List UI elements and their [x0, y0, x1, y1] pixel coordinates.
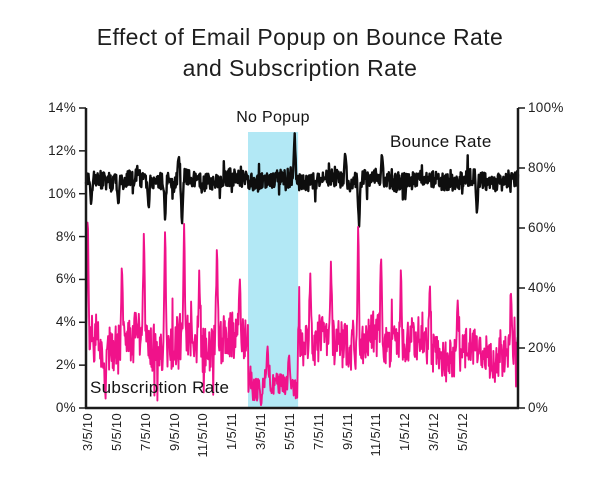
y-axis-left-tick-label: 6% [55, 271, 76, 287]
y-axis-left-tick-label: 0% [55, 400, 76, 415]
x-axis-tick-label: 11/5/11 [368, 413, 384, 457]
y-axis-right-tick-label: 80% [528, 160, 556, 175]
y-axis-left-tick-label: 8% [55, 228, 76, 244]
chart-title: Effect of Email Popup on Bounce Rate and… [0, 22, 600, 84]
bounce-rate-line [84, 132, 520, 228]
x-axis-tick-label: 1/5/11 [224, 413, 240, 450]
x-axis-tick-label: 5/5/12 [454, 413, 470, 451]
x-axis-tick-label: 1/5/12 [397, 413, 413, 451]
subscription-rate-line [85, 221, 519, 407]
y-axis-right-tick-label: 20% [528, 340, 556, 355]
x-axis-tick-label: 3/5/12 [426, 413, 442, 451]
x-axis-tick-label: 9/5/10 [166, 413, 182, 451]
y-axis-left-tick-label: 4% [55, 314, 76, 330]
y-axis-left-tick-label: 12% [48, 142, 76, 158]
x-axis-tick-label: 3/5/10 [80, 413, 95, 451]
y-axis-right-tick-label: 40% [528, 280, 556, 295]
y-axis-right-tick-label: 60% [528, 220, 556, 235]
no-popup-annotation-label: No Popup [236, 109, 310, 126]
chart-title-line2: and Subscription Rate [182, 55, 418, 81]
x-axis-tick-label: 7/5/11 [310, 413, 326, 450]
x-axis-tick-label: 11/5/10 [195, 413, 211, 458]
x-axis-tick-label: 3/5/11 [253, 413, 269, 450]
x-axis-tick-label: 9/5/11 [339, 413, 355, 450]
subscription-rate-series-label: Subscription Rate [90, 378, 230, 397]
y-axis-right-tick-label: 100% [528, 100, 564, 115]
x-axis-tick-label: 7/5/10 [137, 413, 153, 451]
y-axis-left-tick-label: 14% [48, 100, 76, 115]
x-axis-tick-label: 5/5/11 [281, 413, 297, 450]
bounce-rate-series-label: Bounce Rate [390, 132, 492, 151]
chart-title-line1: Effect of Email Popup on Bounce Rate [96, 24, 504, 50]
y-axis-left-tick-label: 2% [55, 357, 76, 373]
x-axis-tick-label: 5/5/10 [108, 413, 124, 451]
y-axis-left-tick-label: 10% [48, 185, 76, 201]
y-axis-right-tick-label: 0% [528, 400, 549, 415]
